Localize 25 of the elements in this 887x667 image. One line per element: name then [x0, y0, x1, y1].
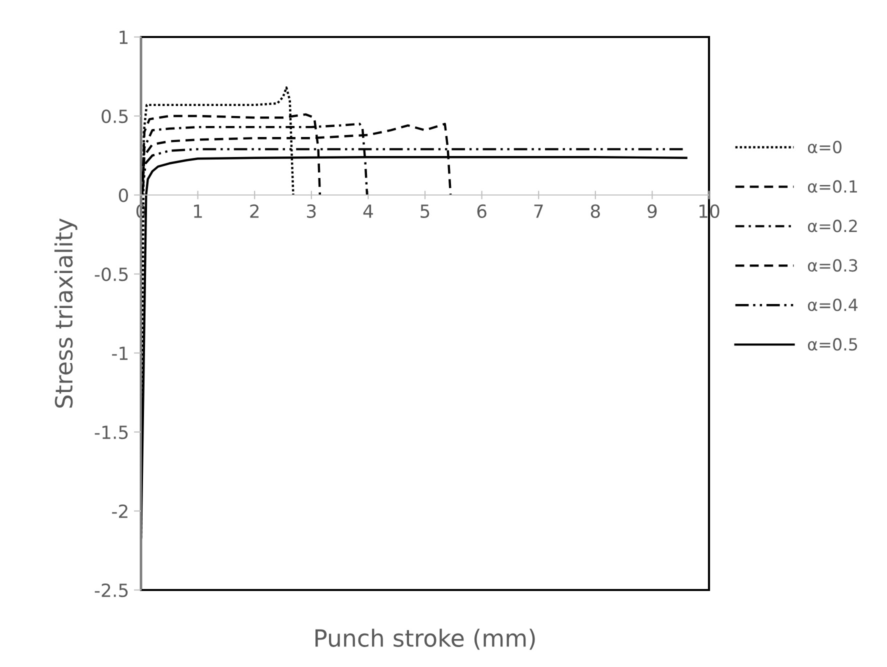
legend-label: α=0.1: [808, 180, 857, 193]
y-axis-title: Stress triaxiality: [54, 218, 78, 408]
legend-label: α=0.4: [808, 298, 858, 312]
x-tick-label: 9: [648, 204, 657, 218]
x-tick-label: 4: [363, 204, 373, 218]
y-tick-label: 1: [120, 30, 128, 44]
y-tick-label: -2: [112, 504, 128, 518]
legend-label: α=0.5: [808, 338, 858, 351]
x-tick-label: 6: [477, 204, 486, 218]
y-tick-label: -2.5: [94, 583, 128, 598]
y-tick-label: 0.5: [102, 109, 128, 124]
x-axis-title: Punch stroke (mm): [315, 628, 535, 650]
x-tick-label: 3: [307, 204, 316, 218]
y-tick-label: 0: [118, 188, 128, 202]
x-tick-label: 1: [194, 204, 202, 218]
y-tick-label: -0.5: [94, 267, 128, 282]
legend-label: α=0: [808, 140, 842, 154]
y-tick-label: -1.5: [94, 426, 128, 440]
x-tick-label: 2: [250, 204, 259, 218]
y-tick-label: -1: [112, 346, 128, 360]
x-tick-label: 7: [534, 204, 543, 218]
legend-label: α=0.3: [808, 259, 858, 272]
x-tick-label: 5: [420, 204, 430, 218]
legend-label: α=0.2: [808, 220, 857, 232]
x-tick-label: 8: [590, 204, 600, 218]
